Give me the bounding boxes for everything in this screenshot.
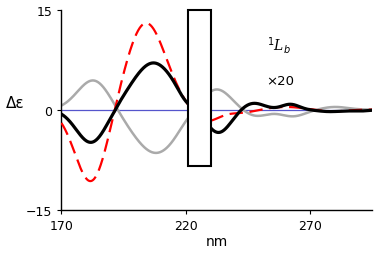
- Y-axis label: Δε: Δε: [6, 95, 24, 110]
- X-axis label: nm: nm: [206, 234, 228, 248]
- Text: $^1$L$_b$: $^1$L$_b$: [267, 35, 290, 55]
- Bar: [188, 10, 211, 167]
- Text: ×20: ×20: [267, 74, 295, 87]
